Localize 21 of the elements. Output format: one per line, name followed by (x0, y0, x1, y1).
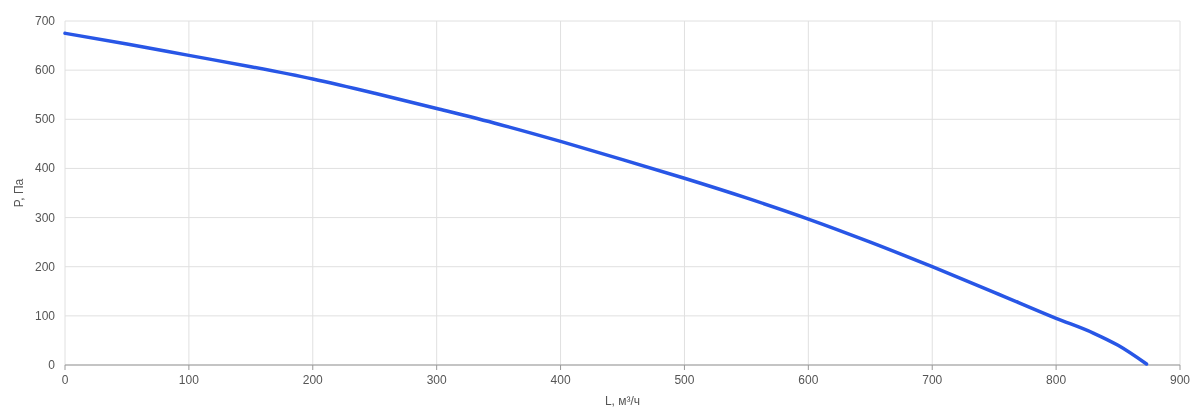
line-series (63, 31, 1149, 366)
y-tick-label: 0 (48, 358, 56, 372)
x-tick-label: 100 (178, 373, 200, 387)
x-tick-label: 800 (1046, 373, 1067, 387)
y-tick-label: 600 (34, 63, 56, 78)
x-tick-label: 300 (426, 373, 447, 387)
x-axis-title: L, м³/ч (604, 394, 641, 408)
x-tick-label: 500 (674, 373, 695, 387)
y-tick-label: 200 (34, 259, 56, 274)
y-tick-label: 500 (34, 112, 56, 127)
y-tick-label: 100 (34, 308, 56, 323)
x-tick-label: 700 (922, 373, 943, 387)
y-tick-label: 400 (34, 161, 56, 176)
y-tick-label: 300 (34, 210, 56, 225)
y-axis-title: P, Па (12, 178, 26, 208)
x-tick-label: 900 (1169, 373, 1191, 387)
x-tick-label: 200 (302, 373, 324, 387)
x-tick-label: 600 (798, 373, 819, 387)
x-tick-label: 0 (61, 373, 69, 387)
y-tick-label: 700 (34, 14, 56, 28)
x-tick-label: 400 (550, 373, 571, 387)
